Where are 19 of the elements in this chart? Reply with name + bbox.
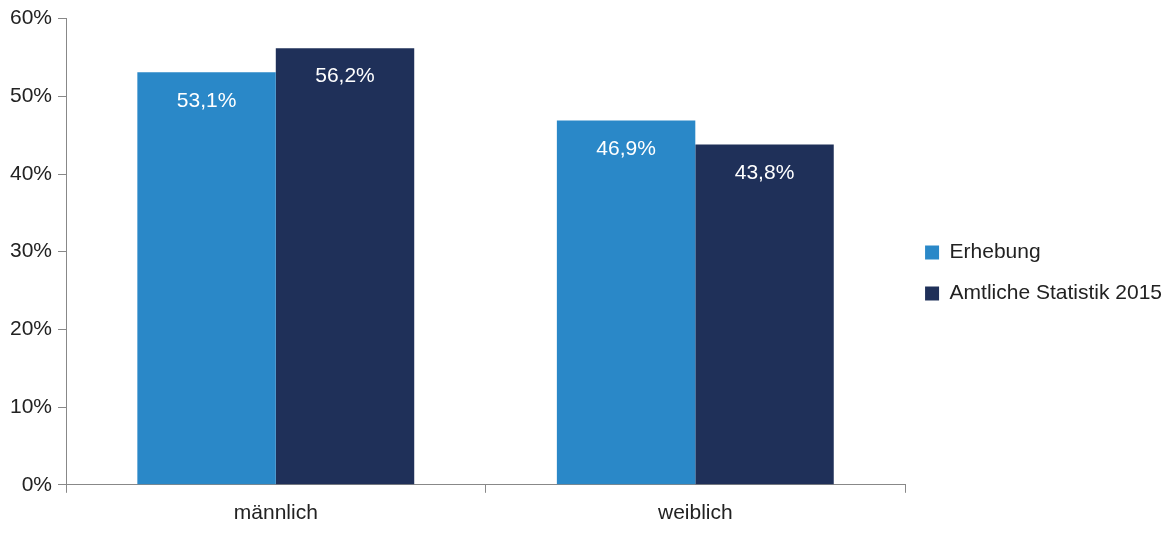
y-tick-label: 50% bbox=[10, 83, 53, 107]
legend-label: Erhebung bbox=[949, 239, 1041, 263]
legend-label: Amtliche Statistik 2015 bbox=[949, 280, 1163, 304]
y-tick-label: 20% bbox=[10, 316, 53, 340]
y-tick-label: 10% bbox=[10, 393, 53, 417]
data-label: 53,1% bbox=[176, 87, 237, 111]
y-tick-label: 40% bbox=[10, 160, 53, 184]
bar bbox=[137, 72, 276, 485]
y-tick-label: 60% bbox=[10, 5, 53, 29]
bar bbox=[556, 120, 696, 485]
bar bbox=[695, 144, 834, 485]
y-tick-label: 0% bbox=[21, 471, 53, 495]
bar bbox=[275, 48, 415, 485]
y-tick-label: 30% bbox=[10, 238, 53, 262]
data-label: 56,2% bbox=[315, 63, 375, 87]
data-label: 46,9% bbox=[596, 135, 656, 159]
data-label: 43,8% bbox=[734, 159, 795, 183]
x-tick-label: männlich bbox=[233, 500, 318, 524]
x-tick-label: weiblich bbox=[656, 500, 733, 524]
